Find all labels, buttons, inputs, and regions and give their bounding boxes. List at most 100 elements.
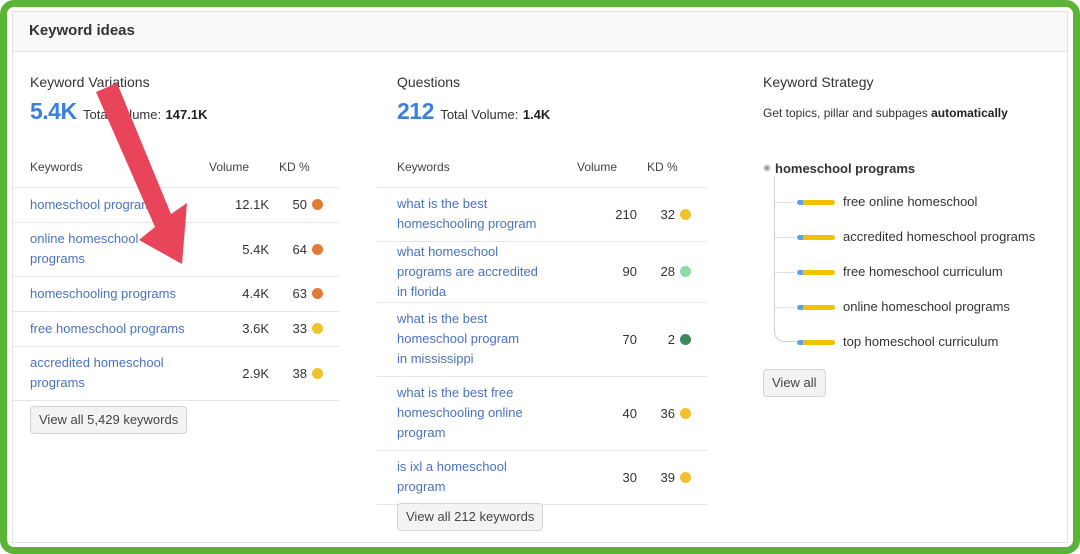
keyword-link[interactable]: online homeschool programs — [30, 231, 139, 266]
volume-header[interactable]: Volume — [577, 147, 647, 188]
subpage-item[interactable]: online homeschool programs — [797, 299, 1010, 314]
volume-cell: 90 — [577, 241, 647, 303]
tree-branch-line — [775, 202, 795, 203]
tree-connector — [774, 176, 796, 342]
volume-cell: 5.4K — [209, 222, 279, 277]
kd-header[interactable]: KD % — [647, 147, 707, 188]
volume-bar-icon — [797, 235, 835, 241]
keywords-header[interactable]: Keywords — [377, 147, 577, 188]
table-row: what homeschool programs are accredited … — [377, 241, 707, 303]
kd-value: 28 — [660, 264, 675, 279]
section-title: Questions — [397, 74, 461, 90]
kd-cell: 33 — [279, 311, 339, 347]
volume-cell: 12.1K — [209, 187, 279, 223]
table-row: homeschooling programs 4.4K 63 — [13, 276, 339, 312]
difficulty-dot-icon — [680, 208, 691, 220]
view-all-questions-button[interactable]: View all 212 keywords — [397, 503, 544, 531]
subpage-item[interactable]: accredited homeschool programs — [797, 229, 1035, 244]
variations-table: Keywords Volume KD % homeschool programs… — [13, 147, 339, 401]
volume-cell: 30 — [577, 450, 647, 505]
variations-summary: 5.4K Total Volume: 147.1K — [30, 98, 207, 125]
volume-bar-icon — [797, 305, 835, 311]
table-row: free homeschool programs 3.6K 33 — [13, 311, 339, 347]
questions-table: Keywords Volume KD % what is the best ho… — [377, 147, 707, 505]
table-row: homeschool programs 12.1K 50 — [13, 187, 339, 223]
difficulty-dot-icon — [680, 333, 691, 345]
tree-branch-line — [775, 272, 795, 273]
kd-cell: 38 — [279, 346, 339, 401]
keyword-link[interactable]: what is the best homeschool program in m… — [397, 311, 520, 366]
keyword-link[interactable]: accredited homeschool programs — [30, 355, 164, 390]
difficulty-dot-icon — [680, 407, 691, 419]
table-row: what is the best free homeschooling onli… — [377, 376, 707, 451]
description-text: Get topics, pillar and subpages — [763, 106, 932, 120]
volume-bar-icon — [797, 340, 835, 346]
keyword-link[interactable]: what is the best homeschooling program — [397, 196, 537, 231]
difficulty-dot-icon — [312, 323, 323, 334]
strategy-description: Get topics, pillar and subpages automati… — [763, 106, 1008, 120]
kd-cell: 50 — [279, 187, 339, 223]
description-emphasis: automatically — [931, 106, 1008, 120]
view-all-variations-button[interactable]: View all 5,429 keywords — [30, 406, 188, 434]
pillar-topic[interactable]: homeschool programs — [763, 160, 915, 178]
difficulty-dot-icon — [312, 367, 323, 379]
questions-count[interactable]: 212 — [397, 98, 434, 124]
kd-value: 39 — [660, 469, 675, 485]
panel-header: Keyword ideas — [13, 12, 1067, 52]
view-all-strategy-button[interactable]: View all — [763, 369, 826, 397]
table-row: accredited homeschool programs 2.9K 38 — [13, 346, 339, 401]
kd-cell: 39 — [647, 450, 707, 505]
subpage-label: free online homeschool — [843, 194, 978, 209]
volume-cell: 210 — [577, 187, 647, 242]
section-title: Keyword Variations — [30, 74, 150, 90]
volume-cell: 2.9K — [209, 346, 279, 401]
subpage-item[interactable]: free online homeschool — [797, 194, 977, 209]
difficulty-dot-icon — [312, 199, 323, 210]
volume-cell: 3.6K — [209, 311, 279, 347]
volume-cell: 40 — [577, 376, 647, 451]
table-row: online homeschool programs 5.4K 64 — [13, 222, 339, 277]
root-node-icon — [763, 164, 771, 172]
keyword-ideas-panel: Keyword ideas Keyword Variations 5.4K To… — [12, 11, 1068, 543]
volume-cell: 4.4K — [209, 276, 279, 312]
keyword-link[interactable]: what is the best free homeschooling onli… — [397, 385, 523, 440]
keyword-link[interactable]: free homeschool programs — [30, 320, 185, 336]
table-row: what is the best homeschooling program 2… — [377, 187, 707, 242]
keyword-link[interactable]: what homeschool programs are accredited … — [397, 243, 538, 299]
panel-title: Keyword ideas — [29, 22, 135, 39]
keyword-link[interactable]: homeschooling programs — [30, 285, 176, 301]
subpage-item[interactable]: free homeschool curriculum — [797, 264, 1003, 279]
subpage-label: accredited homeschool programs — [843, 229, 1036, 244]
volume-bar-icon — [797, 270, 835, 276]
kd-value: 63 — [292, 286, 307, 301]
variations-count[interactable]: 5.4K — [30, 98, 77, 124]
difficulty-dot-icon — [312, 288, 323, 299]
subpage-label: online homeschool programs — [843, 299, 1010, 314]
kd-value: 32 — [660, 206, 675, 222]
kd-value: 2 — [667, 331, 675, 347]
kd-value: 64 — [292, 241, 307, 257]
difficulty-dot-icon — [680, 266, 691, 277]
difficulty-dot-icon — [680, 471, 691, 483]
questions-summary: 212 Total Volume: 1.4K — [397, 98, 550, 125]
volume-header[interactable]: Volume — [209, 147, 279, 188]
kd-value: 38 — [292, 365, 307, 381]
tree-branch-line — [775, 237, 795, 238]
kd-header[interactable]: KD % — [279, 147, 339, 188]
subpage-item[interactable]: top homeschool curriculum — [797, 334, 998, 349]
kd-cell: 32 — [647, 187, 707, 242]
subpage-label: free homeschool curriculum — [843, 264, 1003, 279]
total-volume-value: 147.1K — [165, 107, 208, 122]
kd-value: 36 — [660, 405, 675, 421]
total-volume-label: Total Volume: — [83, 107, 162, 122]
table-row: what is the best homeschool program in m… — [377, 302, 707, 377]
keyword-link[interactable]: homeschool programs — [30, 196, 159, 212]
keyword-link[interactable]: is ixl a homeschool program — [397, 459, 507, 494]
kd-cell: 36 — [647, 376, 707, 451]
kd-cell: 2 — [647, 302, 707, 377]
section-title: Keyword Strategy — [763, 74, 874, 90]
kd-value: 33 — [292, 321, 307, 336]
volume-bar-icon — [797, 200, 835, 206]
keywords-header[interactable]: Keywords — [13, 147, 209, 188]
kd-cell: 64 — [279, 222, 339, 277]
